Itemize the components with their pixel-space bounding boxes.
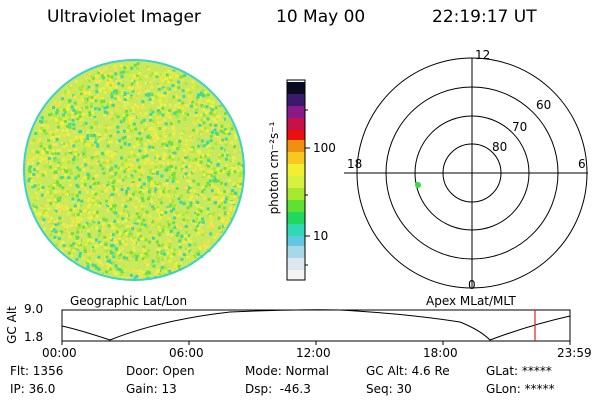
time-tick-2359: 23:59 <box>557 346 592 360</box>
polar-plot <box>344 57 588 289</box>
status-ip: IP: 36.0 <box>10 382 56 396</box>
alt-tick-9: 9.0 <box>24 302 44 316</box>
altitude-panel <box>61 309 571 345</box>
status-seq: Seq: 30 <box>366 382 412 396</box>
status-glon: GLon: ***** <box>486 382 555 396</box>
colorbar <box>286 79 310 281</box>
colorbar-tick-100: 100 <box>313 141 336 155</box>
alt-tick-1-8: 1.8 <box>24 330 44 344</box>
geographic-caption: Geographic Lat/Lon <box>70 294 188 308</box>
time-tick-0600: 06:00 <box>169 346 204 360</box>
mlt-label-18: 18 <box>347 157 363 171</box>
satellite-position-marker <box>415 182 421 188</box>
status-door: Door: Open <box>126 364 195 378</box>
time-tick-1800: 18:00 <box>423 346 458 360</box>
uv-image-disk <box>23 59 245 281</box>
status-flt: Flt: 1356 <box>10 364 64 378</box>
status-gain: Gain: 13 <box>126 382 177 396</box>
lat-label-60: 60 <box>536 98 552 112</box>
lat-label-70: 70 <box>512 120 528 134</box>
status-glat: GLat: ***** <box>486 364 552 378</box>
mlt-label-0: 0 <box>468 278 476 292</box>
status-mode: Mode: Normal <box>245 364 329 378</box>
colorbar-unit-label: photon cm⁻²s⁻¹ <box>267 121 281 215</box>
time-tick-1200: 12:00 <box>296 346 331 360</box>
observation-time: 22:19:17 UT <box>432 7 537 27</box>
time-tick-0000: 00:00 <box>42 346 77 360</box>
gc-alt-axis-label: GC Alt <box>5 306 19 344</box>
mlt-label-6: 6 <box>578 157 586 171</box>
observation-date: 10 May 00 <box>276 7 366 27</box>
mlt-label-12: 12 <box>475 48 491 62</box>
apex-caption: Apex MLat/MLT <box>426 294 516 308</box>
lat-label-80: 80 <box>492 140 508 154</box>
colorbar-tick-10: 10 <box>313 229 329 243</box>
altitude-curve <box>61 309 571 341</box>
app-title: Ultraviolet Imager <box>47 7 201 27</box>
status-dsp: Dsp: -46.3 <box>245 382 311 396</box>
status-gc-alt: GC Alt: 4.6 Re <box>366 364 450 378</box>
